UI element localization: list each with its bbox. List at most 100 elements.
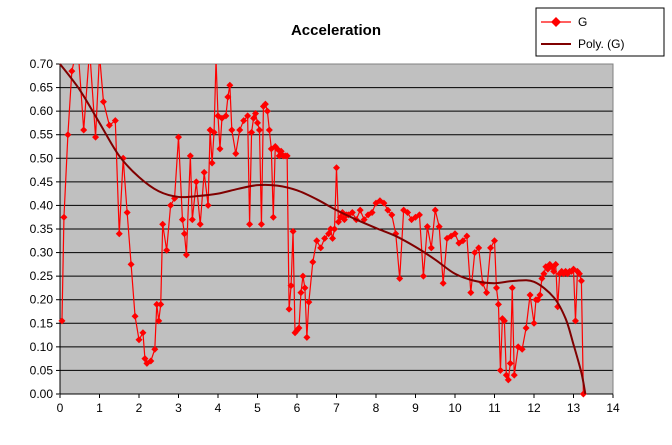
data-point-g — [105, 121, 113, 129]
data-point-g — [269, 213, 277, 221]
data-point-g — [151, 345, 159, 353]
series-line-g — [61, 64, 584, 395]
data-point-g — [435, 223, 443, 231]
y-tick-label: 0.05 — [30, 363, 54, 377]
data-point-g — [518, 345, 526, 353]
data-point-g — [301, 284, 309, 292]
data-point-g — [550, 267, 558, 275]
data-point-g — [182, 251, 190, 259]
data-point-g — [92, 133, 100, 141]
data-point-g — [186, 152, 194, 160]
data-point-g — [530, 319, 538, 327]
data-point-g — [356, 206, 364, 214]
data-point-g — [423, 223, 431, 231]
y-tick-label: 0.30 — [30, 246, 54, 260]
y-tick-label: 0.40 — [30, 198, 54, 212]
data-point-g — [216, 145, 224, 153]
data-point-g — [99, 98, 107, 106]
x-tick-label: 8 — [373, 401, 380, 415]
data-point-g — [127, 260, 135, 268]
data-point-g — [159, 220, 167, 228]
x-tick-label: 3 — [175, 401, 182, 415]
y-tick-label: 0.70 — [30, 57, 54, 71]
data-point-g — [380, 199, 388, 207]
x-tick-label: 5 — [254, 401, 261, 415]
trendline-poly-g — [59, 63, 587, 395]
data-point-g — [188, 216, 196, 224]
data-point-g — [451, 230, 459, 238]
data-point-g — [192, 178, 200, 186]
plot-area: 0.00 0.05 0.10 0.15 0.20 0.25 0.30 0.35 0.40 0.45… — [30, 57, 620, 415]
data-point-g — [123, 209, 131, 216]
data-point-g — [494, 300, 502, 308]
data-point-g — [431, 206, 439, 214]
data-point-g — [295, 324, 303, 332]
data-point-g — [226, 81, 234, 89]
data-point-g — [287, 282, 295, 290]
data-point-g — [147, 357, 155, 365]
data-point-g — [255, 126, 263, 134]
data-point-g — [153, 300, 161, 308]
y-tick-label: 0.20 — [30, 293, 54, 307]
data-point-g — [384, 206, 392, 214]
data-point-g — [135, 336, 143, 344]
x-tick-label: 9 — [412, 401, 419, 415]
data-point-g — [321, 234, 329, 242]
data-point-g — [115, 230, 123, 238]
data-point-g — [204, 201, 212, 209]
y-tick-label: 0.45 — [30, 175, 54, 189]
legend-label-g: G — [578, 15, 587, 29]
data-point-g — [131, 312, 139, 320]
data-point-g — [210, 128, 218, 136]
chart-title: Acceleration — [291, 22, 381, 39]
data-point-g — [575, 270, 583, 278]
data-point-g — [252, 110, 260, 117]
data-point-g — [58, 317, 66, 325]
data-point-g — [283, 152, 291, 160]
data-point-g — [257, 220, 265, 228]
data-point-g — [467, 289, 475, 297]
data-point-g — [396, 275, 404, 282]
data-point-g — [463, 232, 471, 240]
y-tick-label: 0.00 — [30, 387, 54, 401]
data-point-g — [331, 225, 339, 233]
data-point-g — [427, 244, 435, 252]
x-tick-label: 6 — [294, 401, 301, 415]
data-point-g — [299, 272, 307, 280]
data-point-g — [80, 126, 88, 134]
data-point-g — [224, 93, 232, 101]
y-tick-label: 0.50 — [30, 151, 54, 165]
data-point-g — [248, 128, 256, 136]
data-point-g — [471, 249, 479, 257]
data-point-g — [60, 213, 68, 221]
data-point-g — [64, 131, 72, 139]
x-tick-label: 2 — [136, 401, 143, 415]
legend-box — [535, 7, 665, 57]
data-point-g — [285, 305, 293, 313]
data-point-g — [459, 237, 467, 245]
data-point-g — [317, 244, 325, 252]
data-point-g — [167, 201, 175, 209]
data-point-g — [232, 150, 240, 158]
y-tick-label: 0.65 — [30, 81, 54, 95]
data-point-g — [163, 246, 171, 254]
data-point-g — [496, 366, 504, 374]
data-point-g — [155, 317, 163, 325]
data-point-g — [526, 291, 534, 299]
data-point-g — [200, 168, 208, 176]
data-point-g — [491, 237, 498, 245]
data-point-g — [404, 209, 412, 216]
data-point-g — [208, 159, 216, 167]
data-point-g — [522, 324, 530, 332]
data-point-g — [536, 291, 544, 299]
y-tick-label: 0.55 — [30, 128, 54, 142]
data-point-g — [333, 164, 340, 172]
data-point-g — [180, 230, 188, 238]
data-point-g — [178, 216, 186, 224]
data-point-g — [297, 289, 305, 297]
x-tick-label: 14 — [606, 401, 620, 415]
data-point-g — [265, 126, 273, 134]
legend-marker-g — [551, 17, 561, 27]
data-point-g — [504, 376, 512, 384]
